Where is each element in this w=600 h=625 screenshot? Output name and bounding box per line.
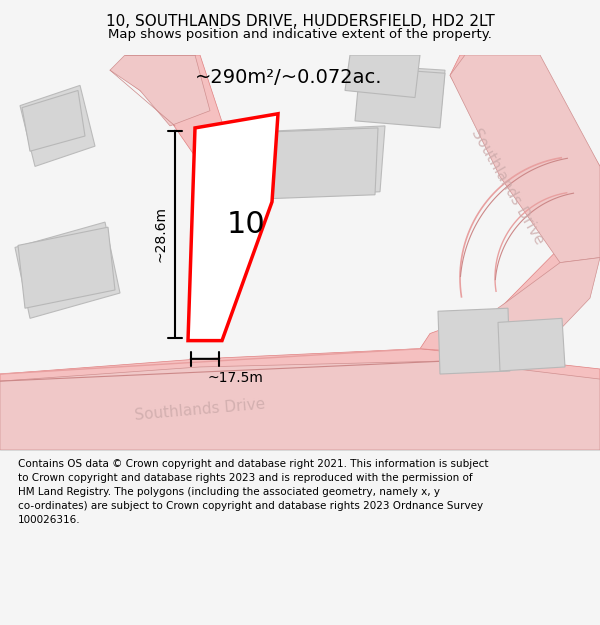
Polygon shape — [275, 126, 385, 197]
Polygon shape — [498, 318, 565, 371]
Polygon shape — [438, 308, 510, 374]
Text: 10: 10 — [227, 211, 265, 239]
Polygon shape — [18, 227, 115, 308]
Polygon shape — [110, 55, 210, 126]
Polygon shape — [22, 91, 85, 151]
Text: ~290m²/~0.072ac.: ~290m²/~0.072ac. — [195, 68, 383, 88]
Text: ~17.5m: ~17.5m — [207, 371, 263, 385]
Text: Southlands Drive: Southlands Drive — [469, 126, 547, 248]
Text: Southlands Drive: Southlands Drive — [134, 396, 266, 422]
Polygon shape — [0, 361, 600, 450]
Polygon shape — [355, 67, 445, 128]
Polygon shape — [440, 258, 600, 361]
Polygon shape — [450, 55, 600, 248]
Polygon shape — [420, 227, 600, 354]
Polygon shape — [345, 55, 420, 98]
Polygon shape — [0, 349, 600, 450]
Text: Contains OS data © Crown copyright and database right 2021. This information is : Contains OS data © Crown copyright and d… — [18, 459, 488, 525]
Polygon shape — [360, 65, 445, 121]
Polygon shape — [450, 55, 600, 262]
Polygon shape — [265, 128, 378, 199]
Text: 10, SOUTHLANDS DRIVE, HUDDERSFIELD, HD2 2LT: 10, SOUTHLANDS DRIVE, HUDDERSFIELD, HD2 … — [106, 14, 494, 29]
Polygon shape — [120, 55, 230, 156]
Polygon shape — [20, 86, 95, 166]
Text: Map shows position and indicative extent of the property.: Map shows position and indicative extent… — [108, 28, 492, 41]
Polygon shape — [188, 114, 278, 341]
Polygon shape — [15, 222, 120, 318]
Text: ~28.6m: ~28.6m — [153, 206, 167, 262]
